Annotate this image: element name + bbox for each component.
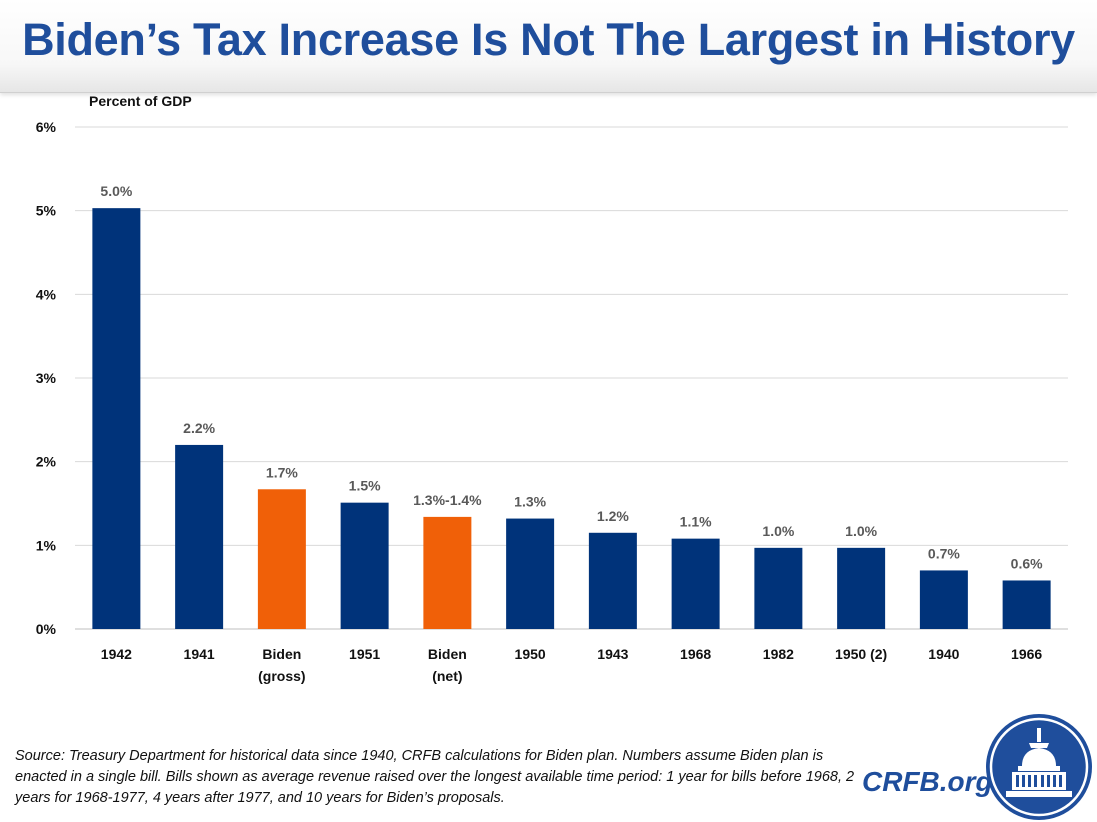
x-tick-label: 1950 (2) bbox=[835, 646, 887, 662]
data-label: 0.6% bbox=[1011, 555, 1043, 571]
bar bbox=[671, 538, 720, 629]
data-label: 1.1% bbox=[680, 514, 712, 530]
y-tick-label: 6% bbox=[36, 119, 57, 135]
y-tick-label: 0% bbox=[36, 621, 57, 637]
bar bbox=[754, 547, 803, 629]
y-axis-title: Percent of GDP bbox=[89, 93, 192, 109]
x-tick-label: Biden bbox=[428, 646, 467, 662]
data-label: 1.5% bbox=[349, 478, 381, 494]
source-note: Source: Treasury Department for historic… bbox=[15, 748, 855, 806]
data-label: 1.0% bbox=[762, 523, 794, 539]
data-label: 1.3% bbox=[514, 494, 546, 510]
x-tick-label: 1943 bbox=[597, 646, 628, 662]
bar-chart: Percent of GDP 0% 1% 2% 3% 4% 5% 6% 5.0% 1942 2.2%… bbox=[36, 93, 1068, 684]
x-tick-label: (net) bbox=[432, 668, 462, 684]
y-tick-label: 4% bbox=[36, 286, 57, 302]
x-tick-label: 1941 bbox=[184, 646, 215, 662]
bar bbox=[837, 547, 886, 629]
data-label: 2.2% bbox=[183, 420, 215, 436]
y-tick-label: 2% bbox=[36, 454, 57, 470]
x-tick-label: 1968 bbox=[680, 646, 711, 662]
capitol-dome-logo-icon bbox=[986, 714, 1092, 820]
y-tick-label: 5% bbox=[36, 203, 57, 219]
x-tick-label: 1966 bbox=[1011, 646, 1042, 662]
x-tick-label: (gross) bbox=[258, 668, 305, 684]
bar bbox=[257, 489, 306, 629]
bar bbox=[92, 208, 141, 629]
title-banner: Biden’s Tax Increase Is Not The Largest … bbox=[0, 0, 1097, 93]
x-tick-label: 1982 bbox=[763, 646, 794, 662]
x-tick-label: 1942 bbox=[101, 646, 132, 662]
data-label: 1.2% bbox=[597, 508, 629, 524]
y-tick-label: 1% bbox=[36, 537, 57, 553]
bar bbox=[340, 502, 389, 629]
x-tick-label: 1940 bbox=[928, 646, 959, 662]
data-label: 1.3%-1.4% bbox=[413, 492, 482, 508]
bar bbox=[919, 570, 968, 629]
crfb-brand[interactable]: CRFB.org bbox=[862, 766, 993, 797]
bar bbox=[175, 444, 224, 629]
x-tick-label: 1950 bbox=[515, 646, 546, 662]
x-tick-label: Biden bbox=[262, 646, 301, 662]
data-label: 1.0% bbox=[845, 523, 877, 539]
bar bbox=[423, 516, 472, 629]
chart-title: Biden’s Tax Increase Is Not The Largest … bbox=[22, 14, 1075, 65]
bar bbox=[1002, 580, 1051, 629]
x-tick-label: 1951 bbox=[349, 646, 380, 662]
data-label: 1.7% bbox=[266, 464, 298, 480]
data-label: 5.0% bbox=[100, 183, 132, 199]
data-label: 0.7% bbox=[928, 545, 960, 561]
bar bbox=[588, 532, 637, 629]
bar bbox=[506, 518, 555, 629]
y-tick-label: 3% bbox=[36, 370, 57, 386]
